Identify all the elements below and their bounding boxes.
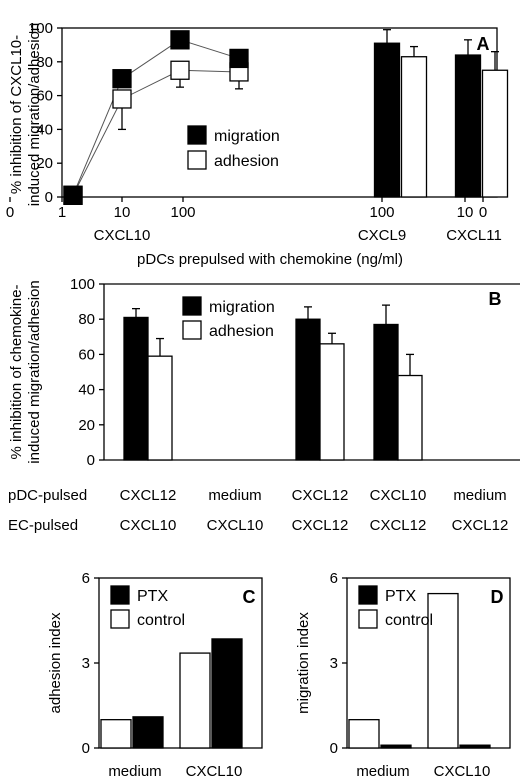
panel-b-category-pdc: medium <box>453 487 506 504</box>
panel-a-group-label: CXCL9 <box>358 227 406 244</box>
panel-c-bar <box>211 638 243 749</box>
panel-b-category-ec: CXCL10 <box>207 517 264 534</box>
panel-c-bar <box>100 719 132 749</box>
panel-c-legend-swatch <box>110 609 130 629</box>
panel-c-legend-swatch <box>110 585 130 605</box>
panel-d-legend-swatch <box>358 585 378 605</box>
panel-b-row-label-pdc: pDC-pulsed <box>8 487 87 504</box>
panel-b-category-ec: CXCL10 <box>120 517 177 534</box>
panel-b-legend-label: migration <box>209 299 275 316</box>
panel-a-legend-swatch <box>187 125 207 145</box>
panel-d-letter: D <box>491 587 504 607</box>
panel-d-legend-label: PTX <box>385 588 416 605</box>
panel-a-group-label: CXCL11 <box>446 227 502 244</box>
panel-a-ylabel: induced migration/adhesion <box>26 23 43 206</box>
panel-c-bar <box>179 652 211 749</box>
panel-a-ylabel: % inhibition of CXCL10- <box>8 35 25 194</box>
panel-b-bar <box>147 355 173 461</box>
panel-d-bar <box>380 744 412 749</box>
panel-c-legend-label: control <box>137 612 185 629</box>
panel-c-ytick-label: 0 <box>82 740 90 757</box>
panel-a-xlabel: pDCs prepulsed with chemokine (ng/ml) <box>137 251 403 268</box>
panel-b-bar <box>319 343 345 461</box>
panel-b-bar <box>397 374 423 461</box>
panel-b-ylabel: induced migration/adhesion <box>26 280 43 463</box>
panel-a-marker <box>112 69 132 89</box>
panel-a-xtick-label: 0 <box>6 204 14 221</box>
panel-d-bar <box>427 592 459 749</box>
panel-d-ytick-label: 0 <box>330 740 338 757</box>
panel-b-category-ec: CXCL12 <box>370 517 427 534</box>
panel-c-letter: C <box>243 587 256 607</box>
panel-a-bar <box>454 54 482 198</box>
panel-b-bar <box>373 323 399 461</box>
panel-c-ytick-label: 3 <box>82 655 90 672</box>
panel-b-ytick-label: 0 <box>87 452 95 469</box>
panel-b-bar <box>123 316 149 461</box>
panel-a-series-line <box>72 39 240 196</box>
panel-a-marker <box>63 185 83 205</box>
panel-b-ytick-label: 100 <box>70 276 95 293</box>
panel-a-letter: A <box>477 34 490 54</box>
panel-c-category: medium <box>108 763 161 779</box>
panel-d-legend-swatch <box>358 609 378 629</box>
panel-a-ytick-label: 100 <box>28 20 53 37</box>
panel-d-bar <box>348 719 380 749</box>
panel-d-ylabel: migration index <box>295 612 312 714</box>
panel-b-legend-swatch <box>182 320 202 340</box>
panel-b-category-pdc: medium <box>208 487 261 504</box>
panel-b-category-pdc: CXCL10 <box>370 487 427 504</box>
panel-a-group-label: CXCL10 <box>94 227 151 244</box>
panel-b-legend-swatch <box>182 296 202 316</box>
panel-b-category-pdc: CXCL12 <box>120 487 177 504</box>
panel-b-category-pdc: CXCL12 <box>292 487 349 504</box>
panel-a-xtick-label: 10 <box>457 204 474 221</box>
panel-a-legend-label: migration <box>214 128 280 145</box>
panel-a-ytick-label: 80 <box>36 54 53 71</box>
panel-a-xtick-label: 100 <box>369 204 394 221</box>
panel-c-category: CXCL10 <box>186 763 243 779</box>
panel-b-category-ec: CXCL12 <box>292 517 349 534</box>
panel-a-ytick-label: 20 <box>36 155 53 172</box>
panel-b-ytick-label: 20 <box>78 417 95 434</box>
panel-d-ytick-label: 6 <box>330 570 338 587</box>
panel-c-ytick-label: 6 <box>82 570 90 587</box>
panel-a-xtick-label: 1 <box>58 204 66 221</box>
panel-a-xtick-label: 10 <box>114 204 131 221</box>
panel-a-xtick-label: 100 <box>170 204 195 221</box>
panel-a-marker <box>170 60 190 80</box>
panel-a-marker <box>229 48 249 69</box>
panel-b-category-ec: CXCL12 <box>452 517 509 534</box>
panel-b-ytick-label: 40 <box>78 382 95 399</box>
panel-a-bar <box>400 56 428 198</box>
panel-b-bar <box>295 318 321 461</box>
panel-a-legend-swatch <box>187 150 207 170</box>
panel-a-series-line <box>72 69 240 196</box>
panel-d-category: CXCL10 <box>434 763 491 779</box>
panel-c-bar <box>132 716 164 749</box>
panel-c-legend-label: PTX <box>137 588 168 605</box>
panel-a-bar <box>373 42 401 198</box>
panel-a-frame <box>61 27 498 198</box>
panel-b-row-label-ec: EC-pulsed <box>8 517 78 534</box>
panel-d-category: medium <box>356 763 409 779</box>
panel-b-legend-label: adhesion <box>209 323 274 340</box>
panel-b-letter: B <box>489 289 502 309</box>
panel-a-xtick-label: 0 <box>479 204 487 221</box>
panel-a-marker <box>112 89 132 109</box>
panel-b-ytick-label: 60 <box>78 346 95 363</box>
panel-a-ytick-label: 0 <box>45 189 53 206</box>
panel-a-marker <box>170 30 190 50</box>
panel-b-ytick-label: 80 <box>78 311 95 328</box>
panel-d-legend-label: control <box>385 612 433 629</box>
panel-a-bar <box>481 69 509 198</box>
panel-b-ylabel: % inhibition of chemokine- <box>8 284 25 459</box>
panel-a-ytick-label: 40 <box>36 121 53 138</box>
panel-d-ytick-label: 3 <box>330 655 338 672</box>
panel-d-bar <box>459 744 491 749</box>
panel-a-ytick-label: 60 <box>36 88 53 105</box>
panel-c-ylabel: adhesion index <box>47 612 64 713</box>
panel-a-legend-label: adhesion <box>214 153 279 170</box>
